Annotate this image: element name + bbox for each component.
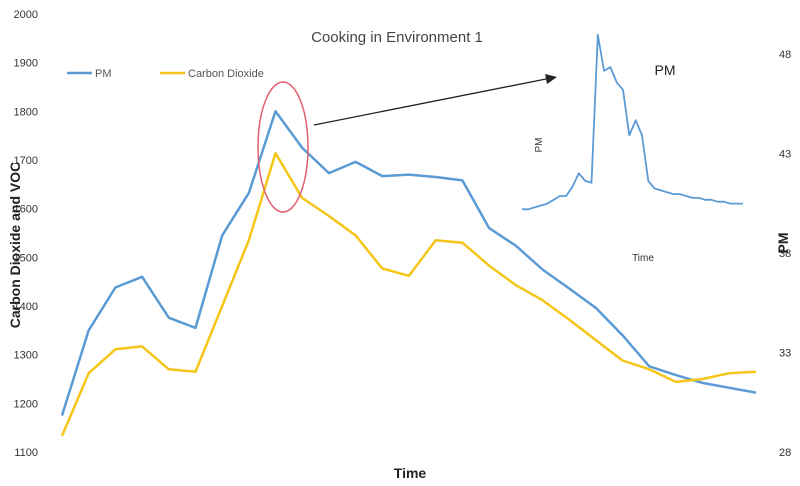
y2-tick-label: 28 [779, 447, 791, 459]
highlight-ellipse [257, 81, 309, 213]
legend-label-co2: Carbon Dioxide [188, 68, 264, 80]
legend: PM Carbon Dioxide [67, 68, 264, 80]
y2-axis-label: PM [775, 233, 791, 254]
inset-series-line-pm [522, 34, 743, 211]
y2-tick-label: 38 [779, 248, 791, 260]
y-tick-label: 1500 [14, 252, 38, 264]
inset-title: PM [655, 62, 676, 78]
y-tick-label: 1100 [14, 447, 38, 459]
y-tick-label: 1300 [14, 350, 38, 362]
y-tick-label: 1200 [14, 398, 38, 410]
y-tick-label: 1900 [14, 58, 38, 70]
chart-title: Cooking in Environment 1 [311, 29, 483, 46]
y2-tick-label: 43 [779, 148, 791, 160]
x-axis-label: Time [394, 465, 427, 481]
inset-x-label: Time [632, 253, 654, 264]
y2-tick-label: 48 [779, 49, 791, 61]
series-line-carbon-dioxide [60, 151, 757, 437]
data-series [60, 110, 757, 437]
y-axis-ticks: 1100 1200 1300 1400 1500 1600 1700 1800 1900 2000 [14, 9, 38, 459]
callout-arrow [313, 74, 557, 126]
inset-chart: PM PM Time [522, 34, 743, 264]
y-axis-label: Carbon Dioxide and VOC [7, 162, 23, 328]
y-tick-label: 1800 [14, 106, 38, 118]
inset-y-label: PM [534, 138, 545, 153]
y-tick-label: 2000 [14, 9, 38, 21]
y2-axis-ticks: 28 33 38 43 48 [779, 49, 791, 459]
y-tick-label: 1400 [14, 301, 38, 313]
y2-tick-label: 33 [779, 347, 791, 359]
legend-label-pm: PM [95, 68, 112, 80]
y-tick-label: 1700 [14, 155, 38, 167]
series-line-pm [60, 110, 757, 416]
y-tick-label: 1600 [14, 204, 38, 216]
